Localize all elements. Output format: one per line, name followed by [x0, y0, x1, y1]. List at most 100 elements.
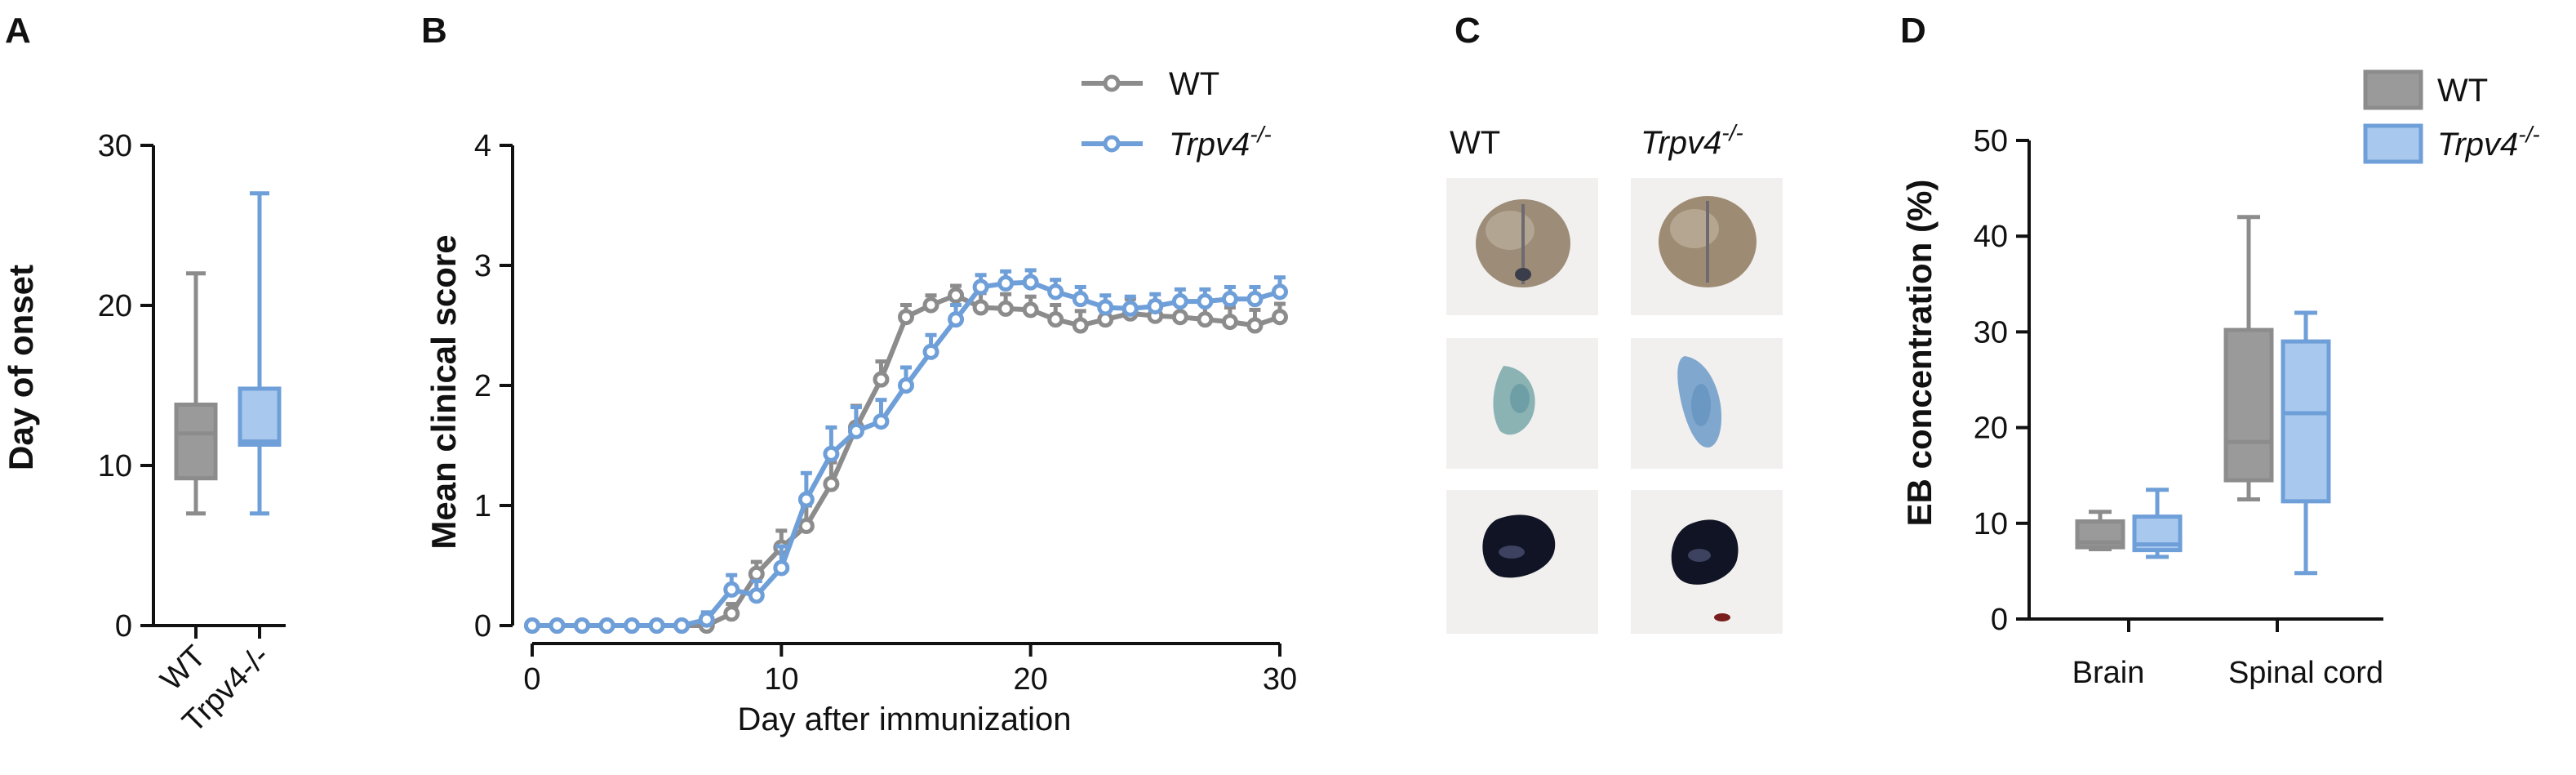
data-point-trpv4: [624, 617, 641, 634]
x-tick-labels-a: WT Trpv4-/-: [154, 639, 276, 740]
panel-d: D EB concentration (%) 0 10 20 30 40 50 …: [1900, 11, 2540, 690]
photo-brain-trpv4: [1631, 178, 1783, 315]
y-tick-label-a: 30: [98, 129, 132, 163]
y-tick-label-b: 1: [474, 489, 491, 523]
legend-ko-name: Trpv4: [1169, 127, 1250, 163]
kidney-sheen: [1688, 549, 1711, 562]
data-point-trpv4: [1197, 293, 1214, 310]
data-point-wt: [1022, 301, 1039, 318]
data-point-wt: [972, 299, 989, 316]
data-point-wt: [723, 605, 740, 622]
spinal-cord-stain: [1510, 384, 1530, 413]
y-tick-label-b: 2: [474, 369, 491, 403]
box-brain-trpv4: [2132, 488, 2183, 559]
data-point-wt: [1072, 317, 1089, 334]
x-tick-label-b: 30: [1263, 662, 1297, 697]
box-spinal-cord-trpv4: [2281, 310, 2331, 576]
legend-ko-sup: -/-: [1250, 122, 1271, 147]
data-point-trpv4: [698, 611, 715, 628]
photo-kidney-trpv4: [1631, 490, 1783, 634]
data-point-trpv4: [748, 587, 765, 604]
axes-b: [500, 144, 1281, 657]
y-axis-title-d: EB concentration (%): [1900, 180, 1939, 527]
data-point-trpv4: [873, 413, 890, 430]
data-point-trpv4: [1272, 283, 1288, 301]
panel-c: C WT Trpv4-/-: [1446, 11, 1783, 634]
x-tick-labels-d: Brain Spinal cord: [2072, 656, 2383, 690]
y-tick-label-b: 0: [474, 609, 491, 644]
box-iqr: [174, 403, 218, 481]
y-tick-label-a: 10: [98, 449, 132, 483]
data-point-trpv4: [847, 422, 864, 439]
box-brain-wt: [2075, 510, 2125, 551]
legend-wt-label: WT: [2437, 73, 2488, 109]
photo-column-label-trpv4: Trpv4-/-: [1641, 120, 1743, 161]
y-tick-label-d: 20: [1974, 412, 2008, 446]
data-point-trpv4: [823, 445, 840, 462]
panel-letter-b: B: [421, 11, 447, 51]
axes-a: [140, 144, 286, 639]
box-iqr: [238, 386, 282, 448]
x-tick-label-brain: Brain: [2072, 656, 2145, 690]
data-point-trpv4: [598, 617, 615, 634]
data-point-trpv4: [1246, 291, 1264, 308]
y-tick-label-d: 50: [1974, 124, 2008, 158]
kidney-tissue: [1482, 514, 1556, 578]
data-point-wt: [997, 300, 1015, 317]
brain-highlight: [1670, 209, 1719, 248]
legend-ko-label: Trpv4-/-: [2437, 122, 2540, 163]
data-point-trpv4: [1147, 297, 1164, 314]
data-point-wt: [1197, 311, 1214, 328]
x-tick-label-spinal-cord: Spinal cord: [2228, 656, 2383, 690]
x-axis-title-b: Day after immunization: [737, 702, 1071, 737]
photo-brain-wt: [1446, 178, 1598, 315]
legend-ko-label: Trpv4-/-: [1169, 122, 1272, 163]
photo-spinal-cord-trpv4: [1631, 338, 1783, 469]
boxes-a: [174, 191, 282, 516]
data-point-wt: [1246, 317, 1264, 334]
data-point-wt: [948, 287, 965, 304]
data-point-wt: [1272, 309, 1288, 326]
series-trpv4: [524, 268, 1288, 634]
data-point-trpv4: [1171, 293, 1188, 310]
data-point-wt: [748, 565, 765, 582]
photo-column-label-trpv4-name: Trpv4: [1641, 125, 1721, 161]
legend-ko-swatch: [2363, 123, 2423, 164]
data-point-wt: [823, 475, 840, 492]
data-point-trpv4: [723, 581, 740, 598]
panel-letter-c: C: [1455, 11, 1481, 51]
blood-spot: [1714, 613, 1730, 621]
data-point-trpv4: [972, 278, 989, 296]
box-iqr: [2281, 339, 2331, 504]
legend-ko-sup: -/-: [2518, 122, 2539, 147]
data-point-trpv4: [1047, 283, 1064, 301]
data-point-trpv4: [948, 311, 965, 328]
panel-b: B Mean clinical score Day after immuniza…: [421, 11, 1297, 737]
x-tick-label-b: 20: [1014, 662, 1048, 697]
data-point-trpv4: [549, 617, 566, 634]
y-ticks-d: 0 10 20 30 40 50: [1974, 124, 2008, 637]
legend-ko-marker: [1103, 135, 1121, 153]
data-point-wt: [797, 517, 815, 534]
data-point-trpv4: [1072, 291, 1089, 308]
y-ticks-b: 0 1 2 3 4: [474, 129, 491, 644]
photo-spinal-cord-wt: [1446, 338, 1598, 469]
data-point-trpv4: [922, 343, 939, 360]
data-point-trpv4: [1097, 299, 1114, 316]
series-line-wt: [532, 292, 1281, 628]
brain-dark-spot: [1515, 268, 1531, 281]
data-point-trpv4: [574, 617, 591, 634]
series-b: [524, 268, 1288, 634]
panel-a: A Day of onset 0 10 20 30 WT Trpv4-/-: [2, 11, 286, 739]
series-wt: [524, 283, 1288, 634]
y-tick-label-a: 20: [98, 289, 132, 323]
legend-wt-swatch: [2363, 69, 2423, 110]
box-spinal-cord-wt: [2223, 215, 2274, 501]
data-point-trpv4: [1121, 300, 1139, 317]
y-tick-label-b: 4: [474, 129, 491, 163]
y-axis-title-a: Day of onset: [2, 265, 40, 470]
box-iqr: [2223, 327, 2274, 483]
x-ticks-b: 0 10 20 30: [523, 662, 1297, 697]
y-ticks-a: 0 10 20 30: [98, 129, 132, 644]
